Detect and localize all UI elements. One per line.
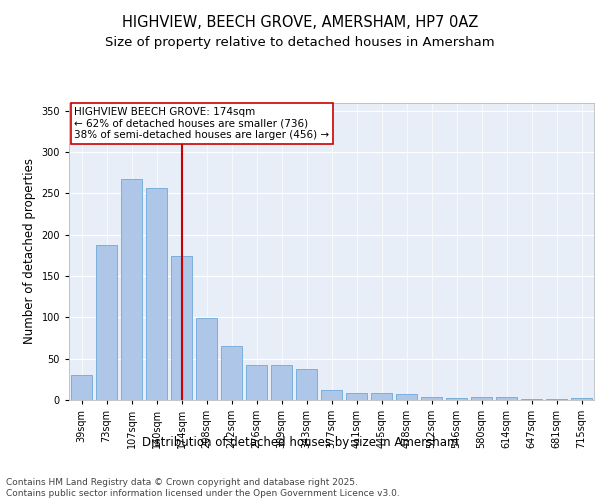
Bar [96, 246, 117, 400]
Bar [71, 375, 92, 400]
Text: Distribution of detached houses by size in Amersham: Distribution of detached houses by size … [142, 436, 458, 449]
Bar [371, 394, 392, 400]
Bar [121, 178, 142, 400]
Bar [396, 394, 417, 400]
Bar [271, 366, 292, 400]
Bar [296, 368, 317, 400]
Bar [346, 392, 367, 400]
Bar [196, 318, 217, 400]
Bar [546, 399, 567, 400]
Text: HIGHVIEW, BEECH GROVE, AMERSHAM, HP7 0AZ: HIGHVIEW, BEECH GROVE, AMERSHAM, HP7 0AZ [122, 15, 478, 30]
Y-axis label: Number of detached properties: Number of detached properties [23, 158, 36, 344]
Bar [471, 396, 492, 400]
Bar [221, 346, 242, 400]
Bar [521, 399, 542, 400]
Bar [146, 188, 167, 400]
Text: HIGHVIEW BEECH GROVE: 174sqm
← 62% of detached houses are smaller (736)
38% of s: HIGHVIEW BEECH GROVE: 174sqm ← 62% of de… [74, 107, 329, 140]
Bar [496, 396, 517, 400]
Text: Contains HM Land Registry data © Crown copyright and database right 2025.
Contai: Contains HM Land Registry data © Crown c… [6, 478, 400, 498]
Bar [421, 396, 442, 400]
Text: Size of property relative to detached houses in Amersham: Size of property relative to detached ho… [105, 36, 495, 49]
Bar [571, 398, 592, 400]
Bar [321, 390, 342, 400]
Bar [246, 366, 267, 400]
Bar [171, 256, 192, 400]
Bar [446, 398, 467, 400]
